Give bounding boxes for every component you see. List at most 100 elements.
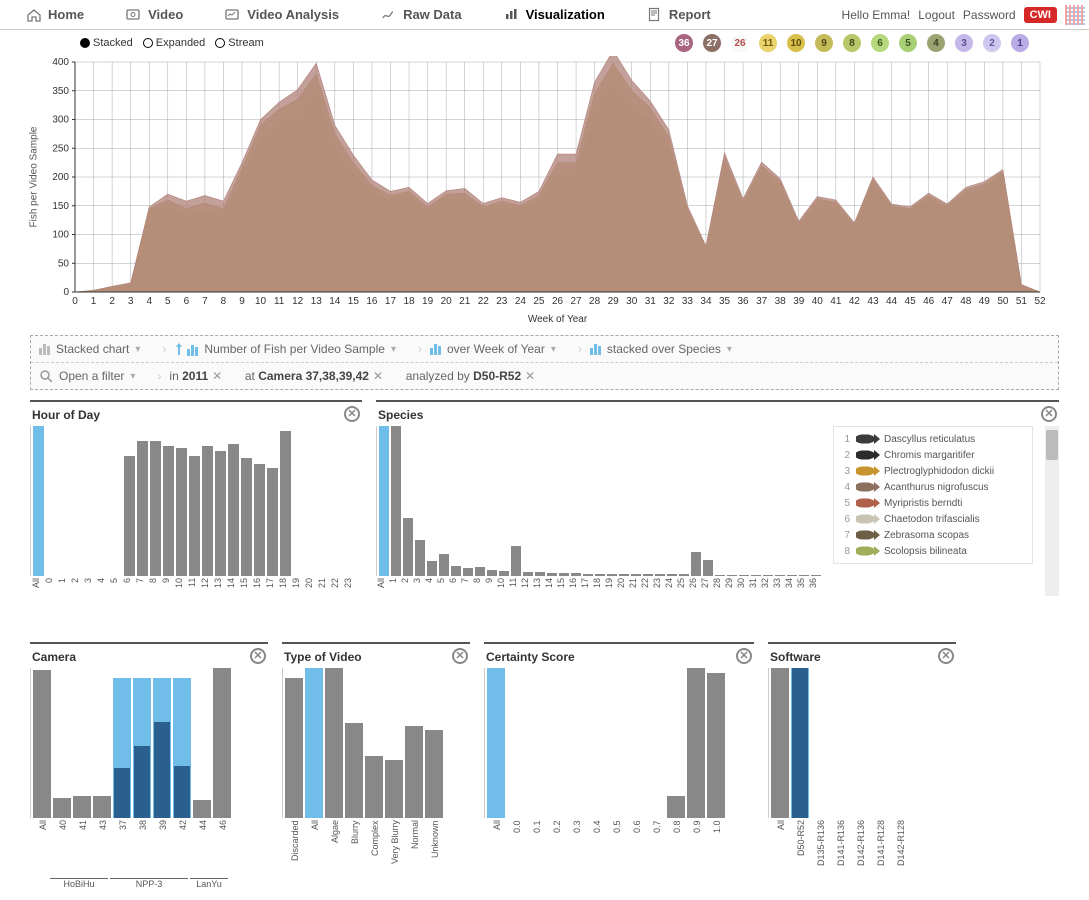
facet-bar[interactable]: [707, 673, 725, 818]
facet-bar[interactable]: [33, 670, 51, 818]
facet-bar[interactable]: [607, 574, 617, 576]
facet-bar[interactable]: [791, 668, 809, 818]
facet-bar[interactable]: [325, 668, 343, 818]
facet-bar[interactable]: [499, 571, 509, 576]
close-icon[interactable]: ✕: [736, 648, 752, 664]
facet-bar[interactable]: [285, 678, 303, 818]
species-legend-item[interactable]: 3 Plectroglyphidodon dickii: [838, 463, 1028, 479]
facet-bar[interactable]: [193, 800, 211, 818]
facet-bar[interactable]: [487, 570, 497, 576]
species-chip-3[interactable]: 3: [955, 34, 973, 52]
species-chip-11[interactable]: 11: [759, 34, 777, 52]
facet-bar[interactable]: [267, 468, 278, 576]
species-chip-10[interactable]: 10: [787, 34, 805, 52]
species-legend-item[interactable]: 6 Chaetodon trifascialis: [838, 511, 1028, 527]
species-chip-8[interactable]: 8: [843, 34, 861, 52]
facet-bar[interactable]: [751, 575, 761, 576]
nav-raw data[interactable]: Raw Data: [359, 1, 480, 29]
facet-bar[interactable]: [775, 575, 785, 576]
filter-pill-0[interactable]: in 2011✕: [169, 369, 222, 383]
facet-bar[interactable]: [176, 448, 187, 576]
species-legend-item[interactable]: 5 Myripristis berndti: [838, 495, 1028, 511]
facet-bar[interactable]: [425, 730, 443, 818]
facet-bar[interactable]: [405, 726, 423, 818]
facet-bar[interactable]: [385, 760, 403, 818]
facet-bar[interactable]: [511, 546, 521, 576]
facet-bar[interactable]: [475, 567, 485, 576]
close-icon[interactable]: ✕: [250, 648, 266, 664]
species-chip-26[interactable]: 26: [731, 34, 749, 52]
facet-bar[interactable]: [679, 574, 689, 576]
species-legend-item[interactable]: 4 Acanthurus nigrofuscus: [838, 479, 1028, 495]
mode-stream[interactable]: Stream: [215, 37, 263, 49]
facet-bar[interactable]: [113, 678, 131, 818]
control-3[interactable]: stacked over Species ▾: [590, 342, 746, 356]
facet-bar[interactable]: [439, 554, 449, 576]
remove-icon[interactable]: ✕: [373, 369, 383, 383]
facet-bar[interactable]: [667, 796, 685, 818]
facet-bar[interactable]: [391, 426, 401, 576]
facet-bar[interactable]: [305, 668, 323, 818]
facet-bar[interactable]: [727, 575, 737, 576]
open-filter[interactable]: Open a filter ▾: [39, 369, 149, 383]
facet-bar[interactable]: [715, 575, 725, 576]
mode-expanded[interactable]: Expanded: [143, 37, 206, 49]
facet-bar[interactable]: [763, 575, 773, 576]
facet-bar[interactable]: [427, 561, 437, 576]
facet-bar[interactable]: [739, 575, 749, 576]
close-icon[interactable]: ✕: [452, 648, 468, 664]
control-0[interactable]: Stacked chart ▾: [39, 342, 154, 356]
species-legend-item[interactable]: 7 Zebrasoma scopas: [838, 527, 1028, 543]
facet-bar[interactable]: [124, 456, 135, 576]
facet-bar[interactable]: [559, 573, 569, 576]
facet-bar[interactable]: [254, 464, 265, 576]
species-chip-1[interactable]: 1: [1011, 34, 1029, 52]
close-icon[interactable]: ✕: [938, 648, 954, 664]
facet-bar[interactable]: [771, 668, 789, 818]
species-chip-6[interactable]: 6: [871, 34, 889, 52]
facet-bar[interactable]: [643, 574, 653, 576]
species-chip-5[interactable]: 5: [899, 34, 917, 52]
facet-bar[interactable]: [215, 451, 226, 576]
facet-bar[interactable]: [811, 575, 821, 576]
facet-bar[interactable]: [463, 568, 473, 576]
filter-pill-1[interactable]: at Camera 37,38,39,42✕: [245, 369, 383, 383]
facet-bar[interactable]: [213, 668, 231, 818]
facet-bar[interactable]: [345, 723, 363, 818]
facet-bar[interactable]: [33, 426, 44, 576]
facet-bar[interactable]: [137, 441, 148, 576]
facet-bar[interactable]: [799, 575, 809, 576]
close-icon[interactable]: ✕: [1041, 406, 1057, 422]
facet-bar[interactable]: [150, 441, 161, 576]
facet-bar[interactable]: [487, 668, 505, 818]
nav-report[interactable]: Report: [625, 1, 729, 29]
remove-icon[interactable]: ✕: [212, 369, 222, 383]
nav-video[interactable]: Video: [104, 1, 201, 29]
close-icon[interactable]: ✕: [344, 406, 360, 422]
facet-bar[interactable]: [415, 540, 425, 576]
nav-visualization[interactable]: Visualization: [482, 1, 623, 29]
scrollbar-thumb[interactable]: [1046, 430, 1058, 460]
logout-link[interactable]: Logout: [918, 8, 955, 22]
facet-bar[interactable]: [189, 456, 200, 576]
species-legend-item[interactable]: 2 Chromis margaritifer: [838, 447, 1028, 463]
mode-stacked[interactable]: Stacked: [80, 37, 133, 49]
control-1[interactable]: Number of Fish per Video Sample ▾: [174, 342, 410, 356]
facet-bar[interactable]: [228, 444, 239, 576]
facet-bar[interactable]: [379, 426, 389, 576]
scrollbar[interactable]: [1045, 426, 1059, 596]
facet-bar[interactable]: [547, 573, 557, 576]
species-legend-item[interactable]: 8 Scolopsis bilineata: [838, 543, 1028, 559]
facet-bar[interactable]: [73, 796, 91, 818]
facet-bar[interactable]: [451, 566, 461, 576]
facet-bar[interactable]: [93, 796, 111, 818]
facet-bar[interactable]: [280, 431, 291, 576]
facet-bar[interactable]: [535, 572, 545, 576]
filter-pill-2[interactable]: analyzed by D50-R52✕: [406, 369, 535, 383]
facet-bar[interactable]: [583, 574, 593, 576]
facet-bar[interactable]: [241, 458, 252, 576]
facet-bar[interactable]: [787, 575, 797, 576]
remove-icon[interactable]: ✕: [525, 369, 535, 383]
nav-home[interactable]: Home: [4, 1, 102, 29]
species-chip-4[interactable]: 4: [927, 34, 945, 52]
